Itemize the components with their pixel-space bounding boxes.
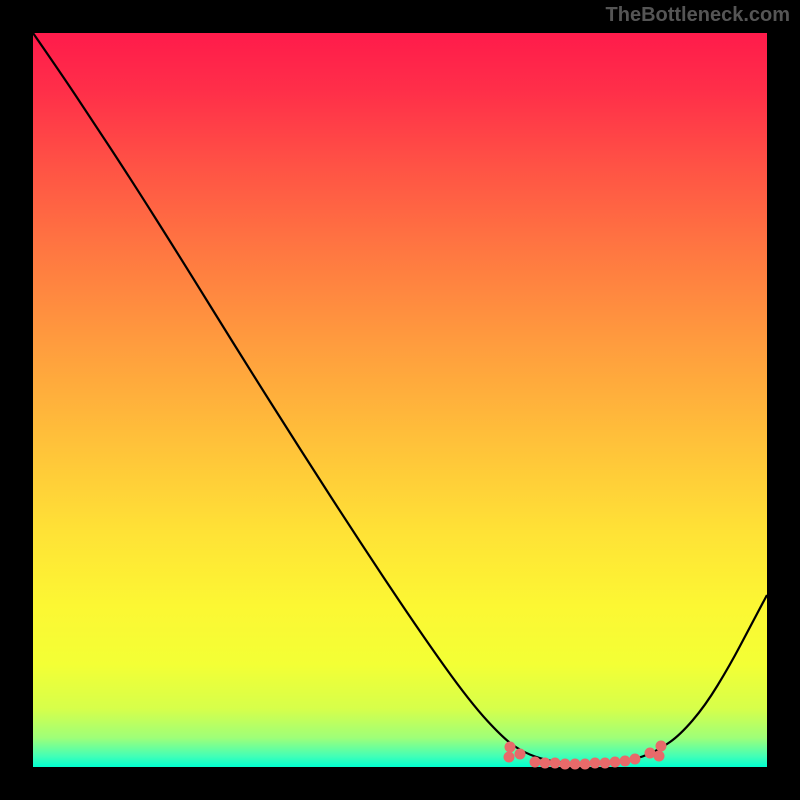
marker-dot: [620, 756, 631, 767]
chart-container: TheBottleneck.com: [0, 0, 800, 800]
marker-dot: [505, 742, 516, 753]
marker-dot: [654, 751, 665, 762]
marker-dot: [630, 754, 641, 765]
marker-dot: [504, 752, 515, 763]
marker-dot: [540, 758, 551, 769]
marker-dot: [530, 757, 541, 768]
marker-dot: [590, 758, 601, 769]
marker-dot: [570, 759, 581, 770]
marker-dot: [610, 757, 621, 768]
marker-dot: [600, 758, 611, 769]
marker-dot: [515, 749, 526, 760]
watermark-text: TheBottleneck.com: [606, 4, 790, 27]
bottleneck-chart: [0, 0, 800, 800]
marker-dot: [656, 741, 667, 752]
marker-dot: [580, 759, 591, 770]
plot-background: [33, 33, 767, 767]
marker-dot: [560, 759, 571, 770]
marker-dot: [550, 758, 561, 769]
